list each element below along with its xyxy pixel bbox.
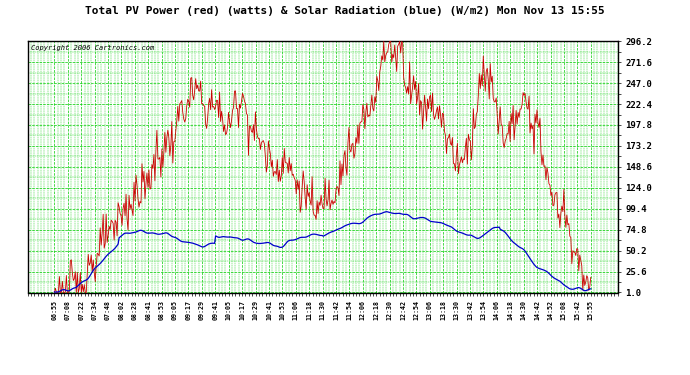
Text: Total PV Power (red) (watts) & Solar Radiation (blue) (W/m2) Mon Nov 13 15:55: Total PV Power (red) (watts) & Solar Rad… bbox=[85, 6, 605, 16]
Text: Copyright 2006 Cartronics.com: Copyright 2006 Cartronics.com bbox=[30, 45, 154, 51]
